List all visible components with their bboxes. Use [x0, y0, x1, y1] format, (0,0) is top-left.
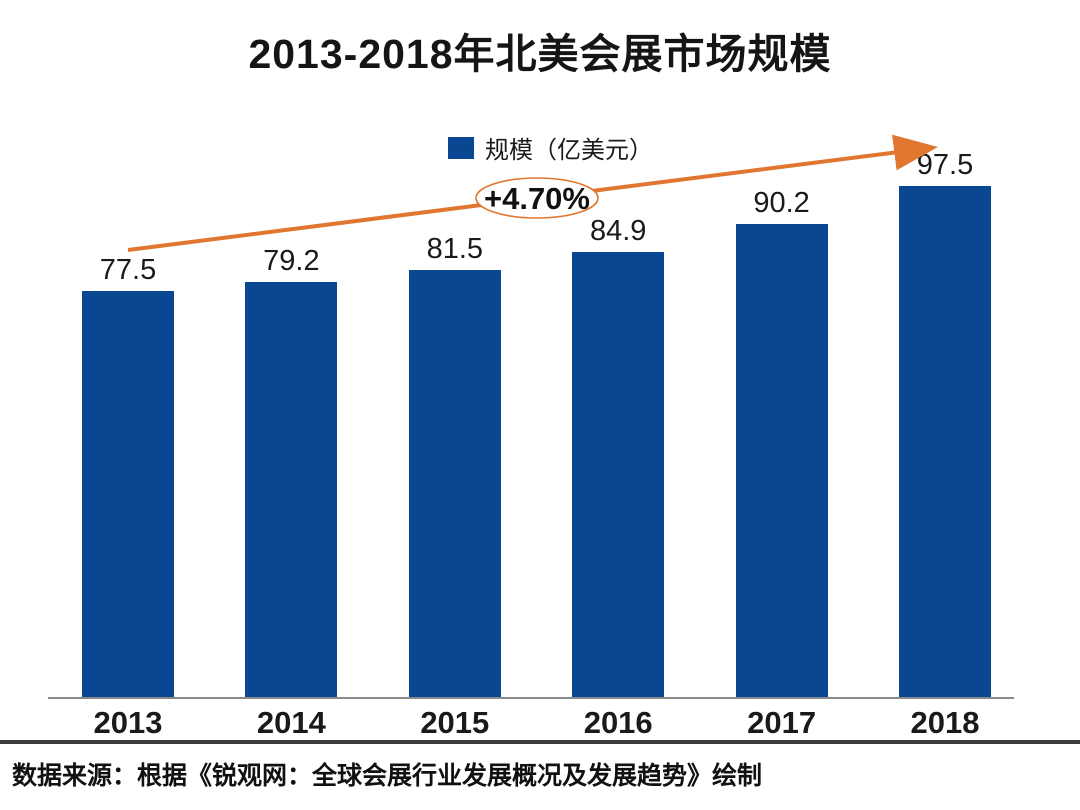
bar-2014: [245, 282, 338, 698]
bar-value-label-2017: 90.2: [753, 187, 810, 220]
x-axis-label-2016: 2016: [583, 705, 653, 740]
bar-2017: [735, 224, 828, 698]
bar-value-label-2018: 97.5: [916, 149, 974, 182]
bar-value-label-2015: 81.5: [426, 233, 484, 266]
bar-value-label-2016: 84.9: [589, 215, 647, 248]
chart-title: 2013-2018年北美会展市场规模: [248, 31, 832, 77]
footer-separator: [0, 740, 1080, 744]
bar-value-label-2014: 79.2: [263, 245, 320, 278]
x-axis-label-2017: 2017: [747, 705, 817, 740]
growth-badge-label: +4.70%: [484, 181, 590, 216]
bar-2015: [408, 270, 501, 698]
bar-2016: [572, 252, 665, 698]
x-axis-label-2018: 2018: [910, 705, 980, 740]
x-axis-label-2013: 2013: [93, 705, 163, 740]
footer-source: 数据来源：根据《锐观网：全球会展行业发展概况及发展趋势》绘制: [12, 762, 763, 790]
bar-value-label-2013: 77.5: [99, 254, 157, 287]
bar-2013: [82, 291, 174, 698]
growth-badge-ellipse: [475, 177, 599, 219]
x-axis-label-2015: 2015: [420, 705, 490, 740]
bar-2018: [899, 186, 991, 698]
x-axis-label-2014: 2014: [256, 705, 326, 740]
x-axis-line: [48, 697, 1014, 699]
